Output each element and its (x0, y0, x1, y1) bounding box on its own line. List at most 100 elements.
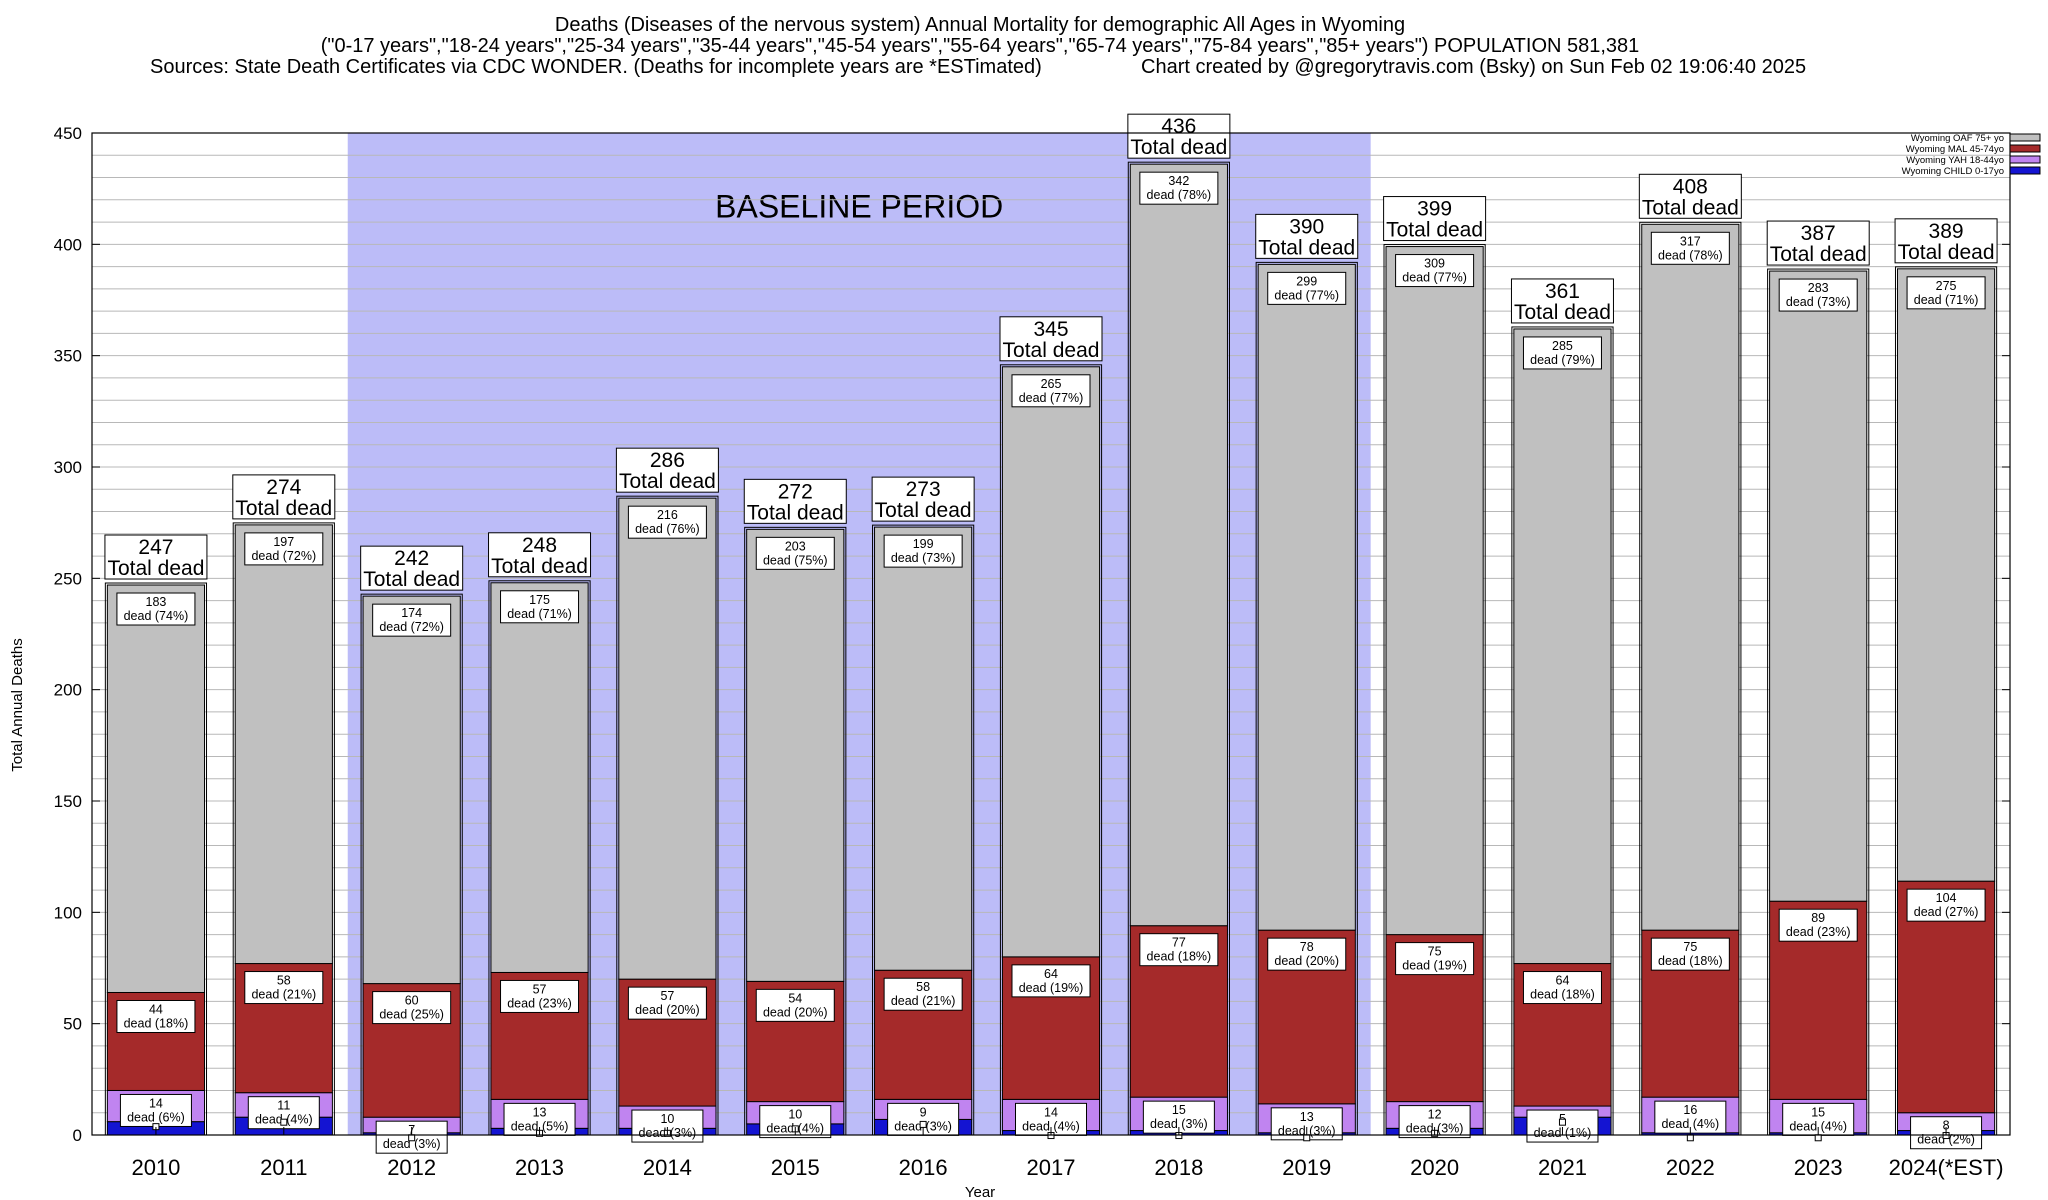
label-oaf-2023-box (1778, 278, 1858, 312)
label-oaf-2020-percent: dead (77%) (1402, 271, 1467, 285)
label-mal-2012-box (372, 991, 452, 1025)
label-yah-2023-box (1782, 1102, 1855, 1136)
marker-child-2011 (280, 1118, 288, 1126)
label-mal-2014-box (627, 986, 707, 1020)
bar-oaf-2011 (234, 524, 333, 965)
total-box-2013 (488, 532, 592, 578)
y-tick-label: 50 (63, 1015, 82, 1034)
total-label-2018: Total dead (1130, 136, 1227, 159)
label-mal-2022-percent: dead (18%) (1658, 954, 1723, 968)
label-oaf-2022-value: 317 (1680, 234, 1701, 248)
label-oaf-2021-percent: dead (79%) (1530, 353, 1595, 367)
label-mal-2019-box (1267, 937, 1347, 971)
y-tick-label: 200 (54, 681, 82, 700)
chart-title: Deaths (Diseases of the nervous system) … (150, 14, 1806, 78)
label-mal-2015-percent: dead (20%) (763, 1005, 828, 1019)
label-oaf-2019-percent: dead (77%) (1274, 288, 1339, 302)
total-label-2014: Total dead (619, 470, 716, 493)
label-yah-2024(*EST)-percent: dead (2%) (1917, 1133, 1975, 1147)
label-yah-2017-value: 14 (1044, 1105, 1058, 1119)
label-yah-2014-value: 10 (660, 1112, 674, 1126)
label-oaf-2017-value: 265 (1041, 377, 1062, 391)
legend-label-child: Wyoming CHILD 0-17yo (1902, 166, 2004, 177)
label-oaf-2021-box (1522, 336, 1602, 370)
bar-oaf-2017 (1001, 366, 1101, 958)
total-value-2018: 436 (1161, 115, 1196, 138)
total-value-2010: 247 (138, 536, 173, 559)
bar-oaf-2024(*EST) (1896, 268, 1996, 882)
label-yah-2016-value: 9 (920, 1105, 927, 1119)
label-yah-2019-value: 13 (1300, 1110, 1314, 1124)
label-oaf-2024(*EST)-percent: dead (71%) (1914, 293, 1979, 307)
y-tick-label: 400 (54, 235, 82, 254)
total-label-2022: Total dead (1642, 196, 1739, 219)
label-mal-2014-percent: dead (20%) (635, 1003, 700, 1017)
x-tick-label: 2011 (260, 1155, 307, 1180)
bar-oaf-2020 (1385, 246, 1484, 936)
label-yah-2022-value: 16 (1683, 1103, 1697, 1117)
label-yah-2010-value: 14 (149, 1096, 163, 1110)
bar-oaf-2010 (106, 584, 206, 993)
total-label-2010: Total dead (107, 557, 204, 580)
total-box-2016 (871, 476, 975, 522)
label-oaf-2022-percent: dead (78%) (1658, 248, 1723, 262)
label-mal-2010-value: 44 (149, 1002, 163, 1016)
total-box-2014 (615, 447, 719, 493)
label-yah-2017-percent: dead (4%) (1022, 1119, 1080, 1133)
label-mal-2020-box (1395, 942, 1475, 976)
label-mal-2013-box (500, 979, 580, 1013)
label-oaf-2021-value: 285 (1552, 339, 1573, 353)
bar-oaf-2013 (490, 582, 589, 973)
total-label-2017: Total dead (1003, 339, 1100, 362)
label-mal-2019-value: 78 (1300, 940, 1314, 954)
y-tick-label: 0 (73, 1126, 82, 1145)
label-oaf-2020-box (1395, 254, 1475, 288)
label-oaf-2016-box (883, 534, 963, 568)
label-yah-2024(*EST)-value: 8 (1943, 1119, 1950, 1133)
legend-label-mal: Wyoming MAL 45-74yo (1906, 144, 2004, 155)
total-value-2023: 387 (1801, 222, 1836, 245)
label-mal-2017-percent: dead (19%) (1019, 981, 1084, 995)
label-oaf-2014-box (627, 505, 707, 539)
label-mal-2017-value: 64 (1044, 967, 1058, 981)
label-mal-2020-percent: dead (19%) (1402, 959, 1467, 973)
label-mal-2011-value: 58 (277, 974, 291, 988)
label-oaf-2024(*EST)-value: 275 (1936, 279, 1957, 293)
label-yah-2013-box (503, 1102, 576, 1136)
total-label-2015: Total dead (747, 501, 844, 524)
y-tick-label: 150 (54, 792, 82, 811)
label-oaf-2023-percent: dead (73%) (1786, 295, 1851, 309)
total-box-2023 (1766, 220, 1870, 266)
total-label-2012: Total dead (363, 568, 460, 591)
bar-oaf-2015 (746, 528, 845, 982)
label-yah-2018-value: 15 (1172, 1103, 1186, 1117)
total-box-2011 (232, 474, 336, 520)
label-yah-2011-value: 11 (277, 1099, 290, 1113)
label-yah-2023-percent: dead (4%) (1789, 1119, 1847, 1133)
x-tick-label: 2014 (643, 1155, 692, 1180)
legend-swatch-yah (2009, 155, 2041, 164)
total-box-2021 (1510, 278, 1614, 324)
label-oaf-2013-percent: dead (71%) (507, 607, 572, 621)
total-box-2020 (1383, 196, 1487, 242)
label-oaf-2014-value: 216 (657, 508, 678, 522)
label-mal-2021-value: 64 (1556, 974, 1570, 988)
x-tick-label: 2021 (1538, 1155, 1587, 1180)
total-box-2010 (104, 534, 208, 580)
label-oaf-2015-percent: dead (75%) (763, 553, 828, 567)
label-oaf-2016-percent: dead (73%) (891, 551, 956, 565)
x-axis-label: Year (965, 1184, 995, 1200)
label-mal-2011-percent: dead (21%) (251, 988, 316, 1002)
label-yah-2010-box (119, 1093, 192, 1127)
total-value-2011: 274 (266, 476, 301, 499)
total-value-2024(*EST): 389 (1929, 220, 1964, 243)
label-mal-2018-percent: dead (18%) (1147, 950, 1212, 964)
label-mal-2022-box (1650, 937, 1730, 971)
label-mal-2018-value: 77 (1172, 936, 1186, 950)
x-tick-label: 2018 (1154, 1155, 1203, 1180)
label-oaf-2013-box (500, 590, 580, 624)
x-tick-label: 2022 (1666, 1155, 1715, 1180)
x-tick-label: 2020 (1410, 1155, 1459, 1180)
label-mal-2021-percent: dead (18%) (1530, 988, 1595, 1002)
